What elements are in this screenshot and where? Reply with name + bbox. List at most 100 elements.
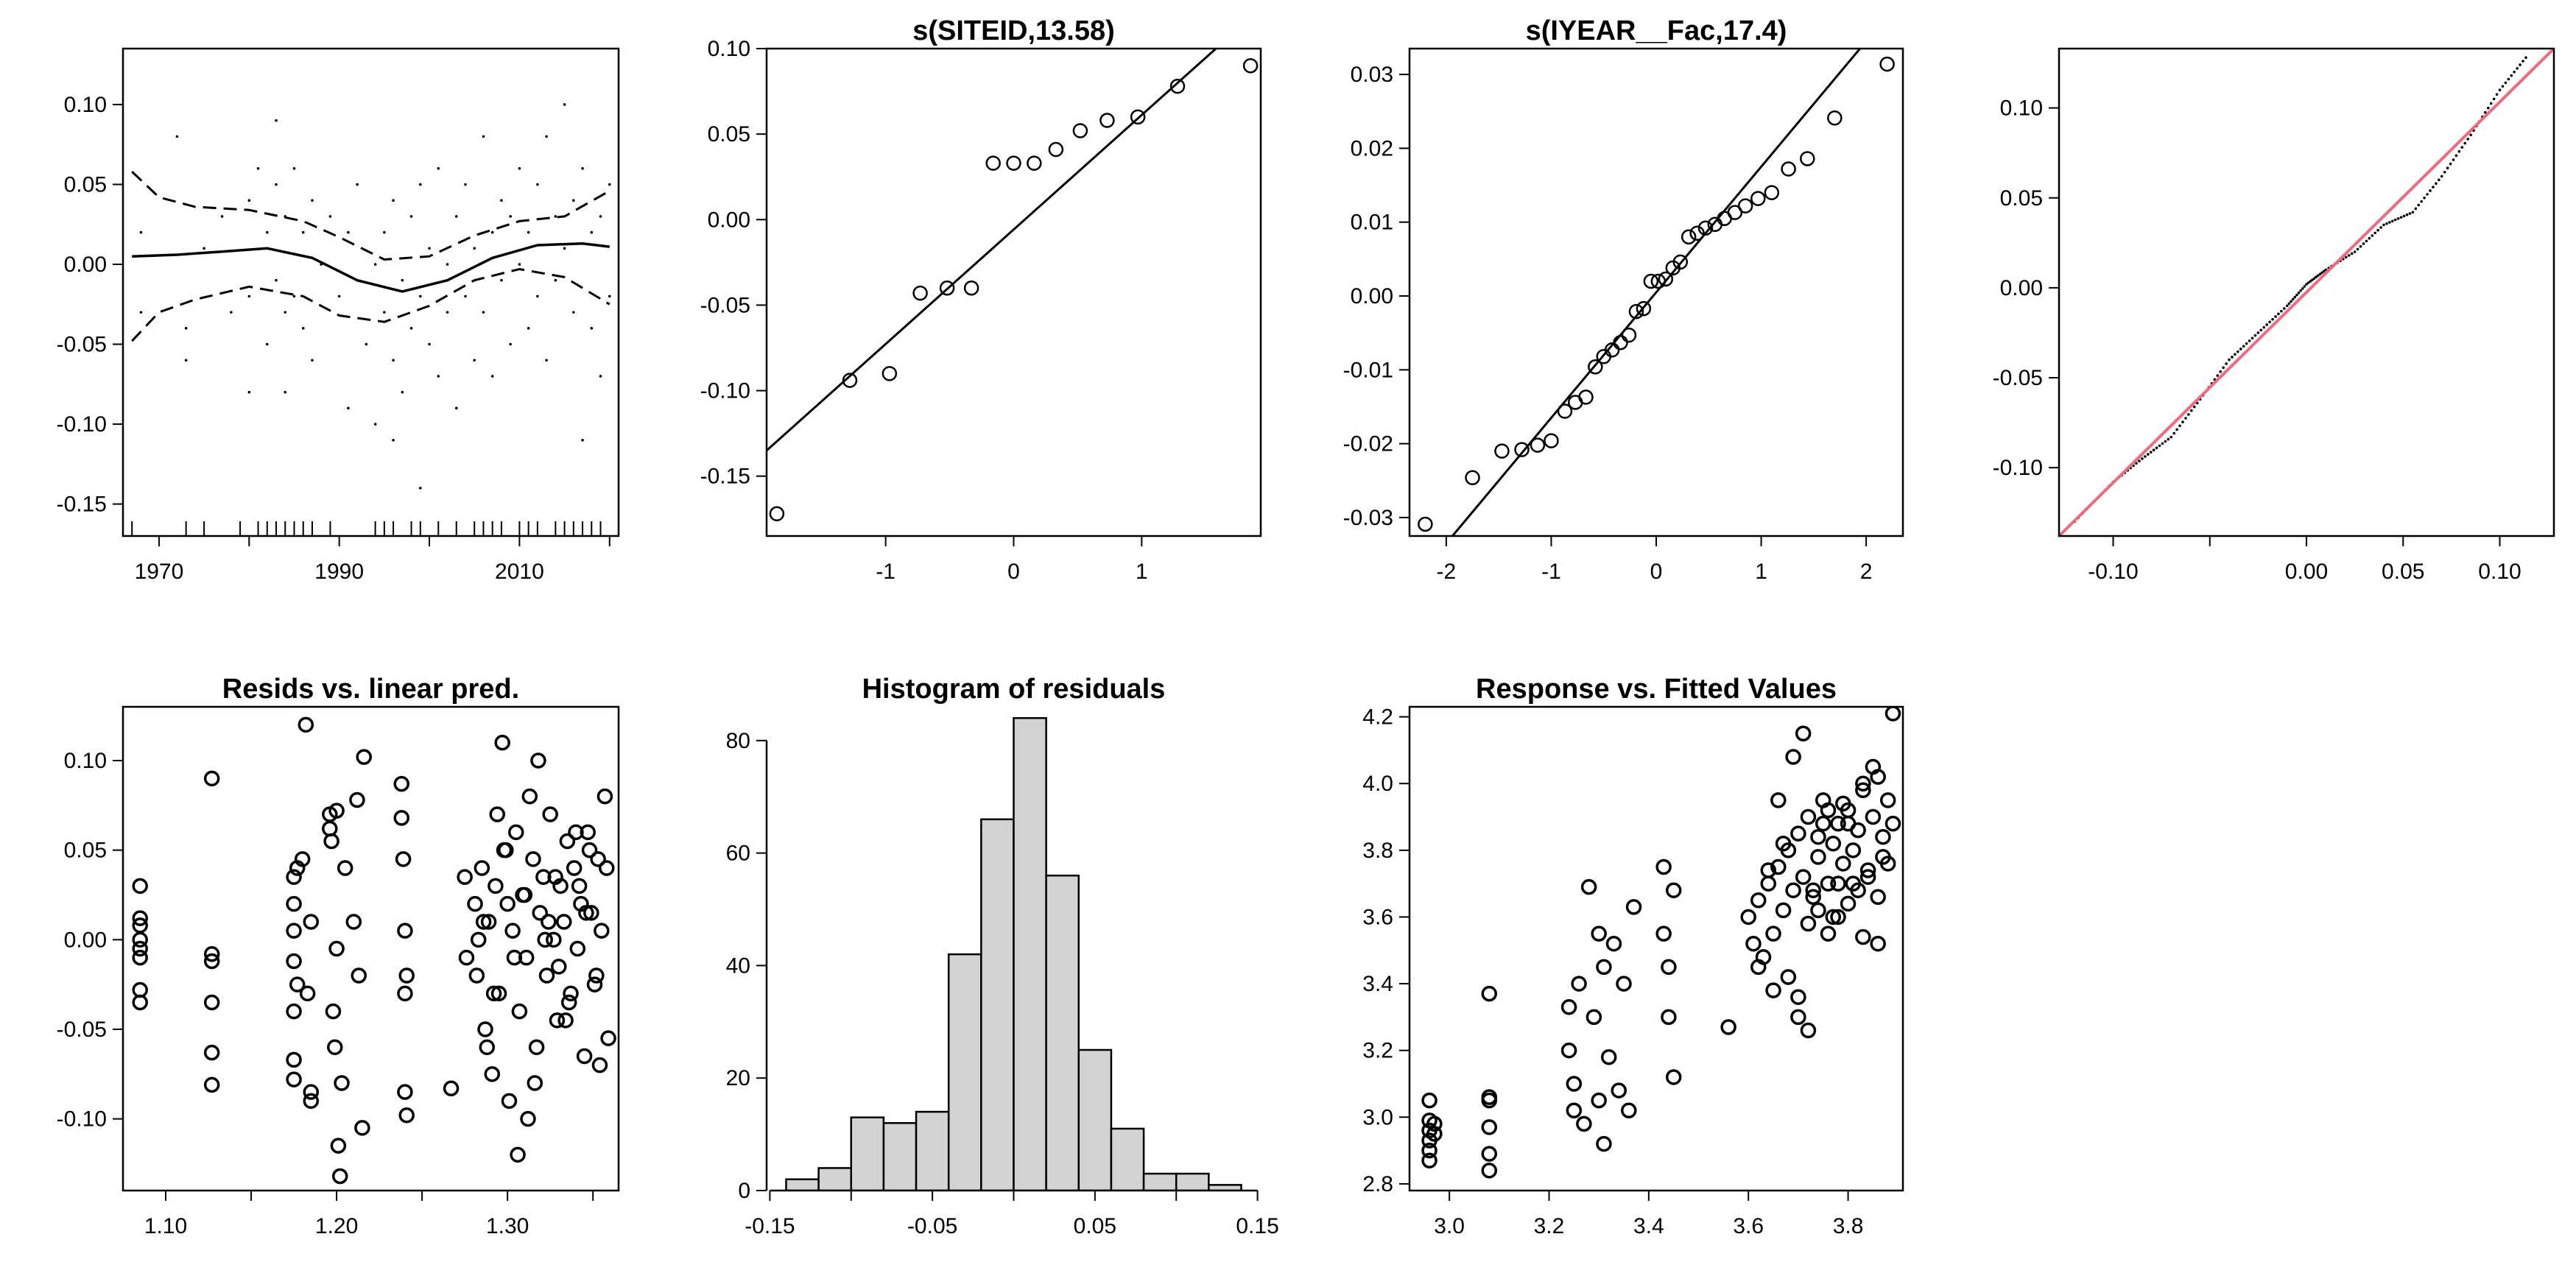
- qq-point: [1750, 191, 1766, 206]
- partial-residual-point: [392, 438, 395, 442]
- histogram-bar: [1142, 1172, 1178, 1191]
- y-tick-label: 0.00: [1351, 284, 1393, 308]
- qq-residual-point: [2216, 374, 2220, 377]
- qq-residual-point: [2280, 309, 2283, 313]
- scatter-point: [1566, 1102, 1583, 1119]
- qq-point: [1494, 443, 1510, 459]
- partial-residual-point: [301, 327, 305, 330]
- qq-residual-point: [2192, 405, 2196, 409]
- qq-residual-point: [2452, 158, 2455, 161]
- scatter-point: [566, 860, 583, 876]
- qq-residual-point: [2420, 200, 2423, 203]
- scatter-point: [1785, 749, 1801, 765]
- scatter-point: [322, 820, 338, 837]
- scatter-point: [1665, 882, 1682, 898]
- qq-point: [1628, 303, 1644, 320]
- qq-residual-point: [2446, 166, 2449, 170]
- scatter-point: [1775, 902, 1792, 919]
- scatter-point: [474, 860, 490, 876]
- scatter-point: [1845, 842, 1862, 858]
- qq-point: [1530, 437, 1546, 453]
- qq-residual-point: [2277, 312, 2280, 316]
- scatter-point: [398, 1107, 415, 1124]
- qq-residual-point: [2222, 366, 2225, 370]
- partial-residual-point: [509, 342, 512, 346]
- qq-residual-point: [2432, 186, 2435, 188]
- qq-reference-line: [2059, 49, 2554, 536]
- scatter-point: [289, 976, 306, 992]
- qq-residual-point: [2347, 254, 2351, 257]
- partial-residual-point: [464, 295, 467, 298]
- partial-residual-point: [337, 295, 341, 298]
- partial-residual-point: [247, 295, 251, 298]
- panel-p2: s(SITEID,13.58) -1 0 1 -0.15 -0.10 -0.05 0.00 0.…: [700, 15, 1262, 584]
- scatter-point: [1750, 892, 1767, 909]
- qq-point: [1727, 205, 1743, 220]
- scatter-point: [1481, 985, 1498, 1002]
- scatter-point: [467, 895, 483, 912]
- y-tick-label: 0.10: [64, 93, 107, 117]
- scatter-point: [1621, 1102, 1637, 1119]
- scatter-point: [1750, 959, 1767, 976]
- scatter-point: [1865, 758, 1882, 775]
- qq-residual-point: [2405, 213, 2409, 216]
- scatter-point: [479, 1039, 496, 1056]
- scatter-point: [541, 914, 557, 930]
- scatter-point: [546, 931, 562, 948]
- qq-residual-point: [2376, 228, 2379, 232]
- scatter-point: [1655, 925, 1672, 942]
- y-tick-label: 0.00: [64, 928, 107, 952]
- qq-residual-point: [2293, 295, 2297, 299]
- qq-residual-point: [2393, 218, 2397, 222]
- y-tick-label: 3.0: [1362, 1105, 1393, 1129]
- qq-point: [1130, 109, 1146, 125]
- scatter-point: [484, 1066, 501, 1082]
- partial-residual-point: [527, 327, 530, 330]
- scatter-point: [563, 985, 579, 1002]
- scatter-point: [530, 752, 546, 769]
- scatter-point: [549, 1012, 566, 1029]
- y-tick-label: 0.01: [1351, 211, 1393, 235]
- qq-point: [1613, 334, 1628, 350]
- partial-residual-point: [409, 215, 413, 218]
- scatter-point: [1740, 909, 1756, 925]
- qq-point: [769, 506, 785, 522]
- partial-residual-point: [311, 359, 314, 362]
- qq-residual-point: [2135, 462, 2138, 465]
- y-tick-label: 0.00: [64, 253, 107, 277]
- scatter-point: [1845, 875, 1862, 892]
- scatter-point: [203, 1076, 220, 1093]
- partial-residual-point: [536, 183, 539, 186]
- x-tick-label: 3.4: [1633, 1214, 1664, 1238]
- y-tick-label: -0.05: [700, 293, 750, 317]
- histogram-bar: [1175, 1172, 1210, 1191]
- qq-point: [1099, 113, 1115, 128]
- scatter-point: [576, 1048, 593, 1065]
- scatter-point: [303, 914, 320, 930]
- y-tick-label: -0.03: [1343, 506, 1393, 530]
- qq-residual-point: [2268, 320, 2271, 324]
- qq-residual-point: [2423, 196, 2426, 200]
- scatter-point: [580, 824, 596, 841]
- partial-residual-point: [454, 215, 458, 218]
- qq-residual-point: [2504, 81, 2508, 85]
- chart-title: Response vs. Fitted Values: [1476, 674, 1837, 705]
- y-tick-label: 20: [726, 1066, 750, 1090]
- smooth-curve: [132, 242, 610, 293]
- qq-residual-point: [2181, 420, 2184, 423]
- scatter-point: [1805, 882, 1821, 898]
- qq-residual-point: [2152, 448, 2156, 452]
- plot-area-p4: [2059, 49, 2554, 536]
- histogram-bar: [882, 1122, 918, 1191]
- scatter-point: [1421, 1142, 1437, 1159]
- qq-residual-point: [2373, 231, 2376, 235]
- scatter-point: [470, 931, 487, 948]
- partial-residual-point: [328, 215, 332, 218]
- qq-residual-point: [2388, 221, 2391, 224]
- qq-residual-point: [2299, 289, 2302, 292]
- y-tick-label: -0.05: [57, 1018, 107, 1042]
- x-tick-label: 1.30: [486, 1214, 529, 1238]
- qq-point: [1781, 161, 1796, 177]
- partial-residual-point: [518, 166, 521, 170]
- qq-residual-point: [2138, 459, 2141, 462]
